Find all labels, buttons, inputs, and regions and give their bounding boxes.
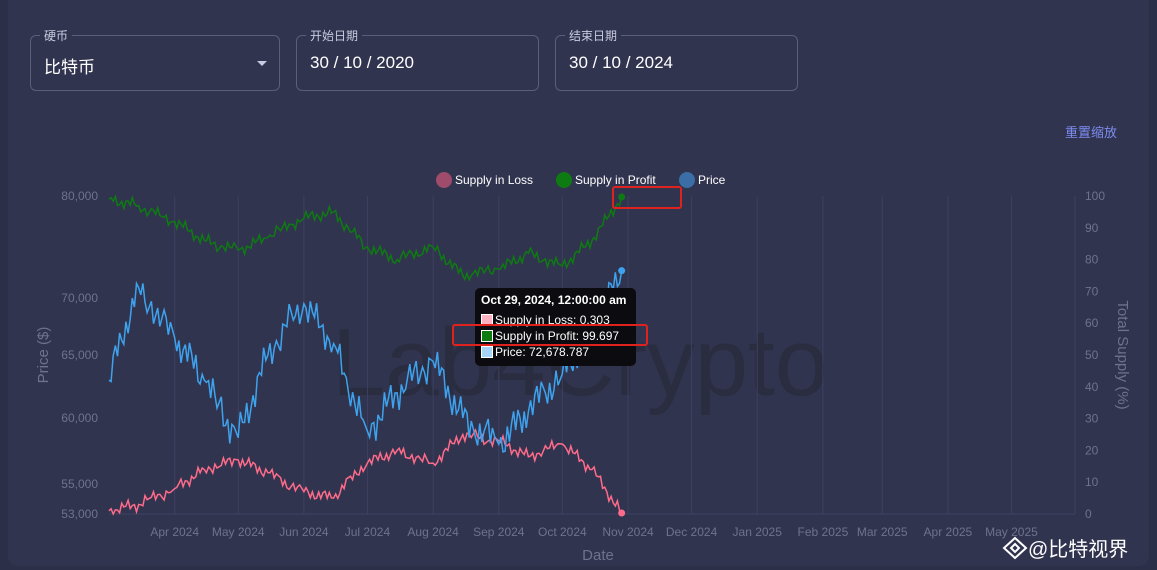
legend-profit-label: Supply in Profit <box>575 173 656 187</box>
series-line-0 <box>108 428 623 516</box>
y-right-ticks: 0 10 20 30 40 50 60 70 80 90 100 <box>1085 189 1105 521</box>
y-right-tick-label: 70 <box>1085 284 1099 298</box>
y-right-axis-title: Total Supply (%) <box>1114 300 1131 409</box>
chart-tooltip: Oct 29, 2024, 12:00:00 am Supply in Loss… <box>475 288 636 366</box>
tooltip-profit-swatch <box>481 330 493 342</box>
legend-item-price[interactable]: Price <box>679 172 726 188</box>
legend-item-loss[interactable]: Supply in Loss <box>436 172 533 188</box>
legend-loss-swatch <box>436 172 452 188</box>
y-left-ticks: 53,000 55,000 60,000 65,000 70,000 80,000 <box>61 189 98 521</box>
x-tick-label: Jun 2024 <box>279 525 329 539</box>
y-right-tick-label: 0 <box>1085 507 1092 521</box>
x-axis-ticks: Apr 2024 May 2024 Jun 2024 Jul 2024 Aug 2024… <box>150 525 1038 539</box>
series-line-2 <box>108 270 623 453</box>
x-tick-label: Dec 2024 <box>666 525 718 539</box>
tooltip-profit-text: Supply in Profit: 99.697 <box>495 329 620 343</box>
x-tick-label: Jan 2025 <box>733 525 783 539</box>
start-date-label: 开始日期 <box>306 27 363 44</box>
diamond-logo-icon <box>1002 536 1028 560</box>
tooltip-profit-row: Supply in Profit: 99.697 <box>481 329 619 343</box>
corner-watermark-text: @比特视界 <box>1028 539 1129 561</box>
legend-profit-swatch <box>556 172 572 188</box>
x-tick-label: Apr 2025 <box>924 525 973 539</box>
tooltip-loss-text: Supply in Loss: 0.303 <box>495 313 610 327</box>
x-tick-label: Aug 2024 <box>407 525 459 539</box>
x-tick-label: Oct 2024 <box>538 525 587 539</box>
coin-select-label: 硬币 <box>40 27 73 44</box>
y-right-tick-label: 30 <box>1085 412 1099 426</box>
x-tick-label: May 2024 <box>212 525 265 539</box>
y-left-tick-label: 53,000 <box>61 507 98 521</box>
series-endpoint-2 <box>618 267 626 275</box>
coin-select-value: 比特币 <box>44 58 95 77</box>
tooltip-price-row: Price: 72,678.787 <box>481 345 589 359</box>
x-tick-label: Mar 2025 <box>857 525 908 539</box>
x-tick-label: Nov 2024 <box>602 525 654 539</box>
highlight-box-endpoint <box>612 186 682 209</box>
end-date-label: 结束日期 <box>565 27 622 44</box>
y-left-tick-label: 80,000 <box>61 189 98 203</box>
legend-loss-label: Supply in Loss <box>455 173 533 187</box>
reset-zoom-button[interactable]: 重置缩放 <box>1065 125 1118 140</box>
y-left-tick-label: 60,000 <box>61 411 98 425</box>
chart-card <box>8 0 1149 566</box>
y-right-tick-label: 40 <box>1085 380 1099 394</box>
x-tick-label: Feb 2025 <box>798 525 849 539</box>
y-right-tick-label: 10 <box>1085 475 1099 489</box>
y-right-tick-label: 50 <box>1085 348 1099 362</box>
x-tick-label: Sep 2024 <box>473 525 525 539</box>
tooltip-loss-swatch <box>481 314 493 326</box>
start-date-field[interactable]: 开始日期 30 / 10 / 2020 <box>296 27 539 91</box>
x-tick-label: May 2025 <box>985 525 1038 539</box>
y-left-axis-title: Price ($) <box>35 327 52 384</box>
y-right-tick-label: 100 <box>1085 189 1105 203</box>
y-right-tick-label: 20 <box>1085 443 1099 457</box>
tooltip-loss-row: Supply in Loss: 0.303 <box>481 313 610 327</box>
end-date-field[interactable]: 结束日期 30 / 10 / 2024 <box>555 27 798 91</box>
start-date-value: 30 / 10 / 2020 <box>310 53 414 72</box>
series-endpoint-1 <box>618 193 626 201</box>
y-right-tick-label: 60 <box>1085 316 1099 330</box>
y-right-tick-label: 80 <box>1085 253 1099 267</box>
legend-item-profit[interactable]: Supply in Profit <box>556 172 656 188</box>
legend-price-swatch <box>679 172 695 188</box>
tooltip-price-text: Price: 72,678.787 <box>495 345 590 359</box>
end-date-value: 30 / 10 / 2024 <box>569 53 673 72</box>
chart-series <box>108 193 626 517</box>
x-tick-label: Jul 2024 <box>345 525 391 539</box>
tooltip-title: Oct 29, 2024, 12:00:00 am <box>481 293 627 307</box>
x-axis-title: Date <box>582 547 614 564</box>
legend-price-label: Price <box>698 173 726 187</box>
series-line-1 <box>108 194 623 282</box>
corner-watermark: @比特视界 <box>1002 532 1128 562</box>
coin-select[interactable]: 硬币 比特币 <box>30 27 280 91</box>
y-left-tick-label: 65,000 <box>61 348 98 362</box>
chevron-down-icon <box>257 61 267 66</box>
series-endpoint-0 <box>618 509 626 517</box>
legend: Supply in Loss Supply in Profit Price <box>436 172 726 188</box>
y-left-tick-label: 70,000 <box>61 291 98 305</box>
y-left-tick-label: 55,000 <box>61 477 98 491</box>
tooltip-price-swatch <box>481 346 493 358</box>
y-right-tick-label: 90 <box>1085 221 1099 235</box>
x-tick-label: Apr 2024 <box>150 525 199 539</box>
